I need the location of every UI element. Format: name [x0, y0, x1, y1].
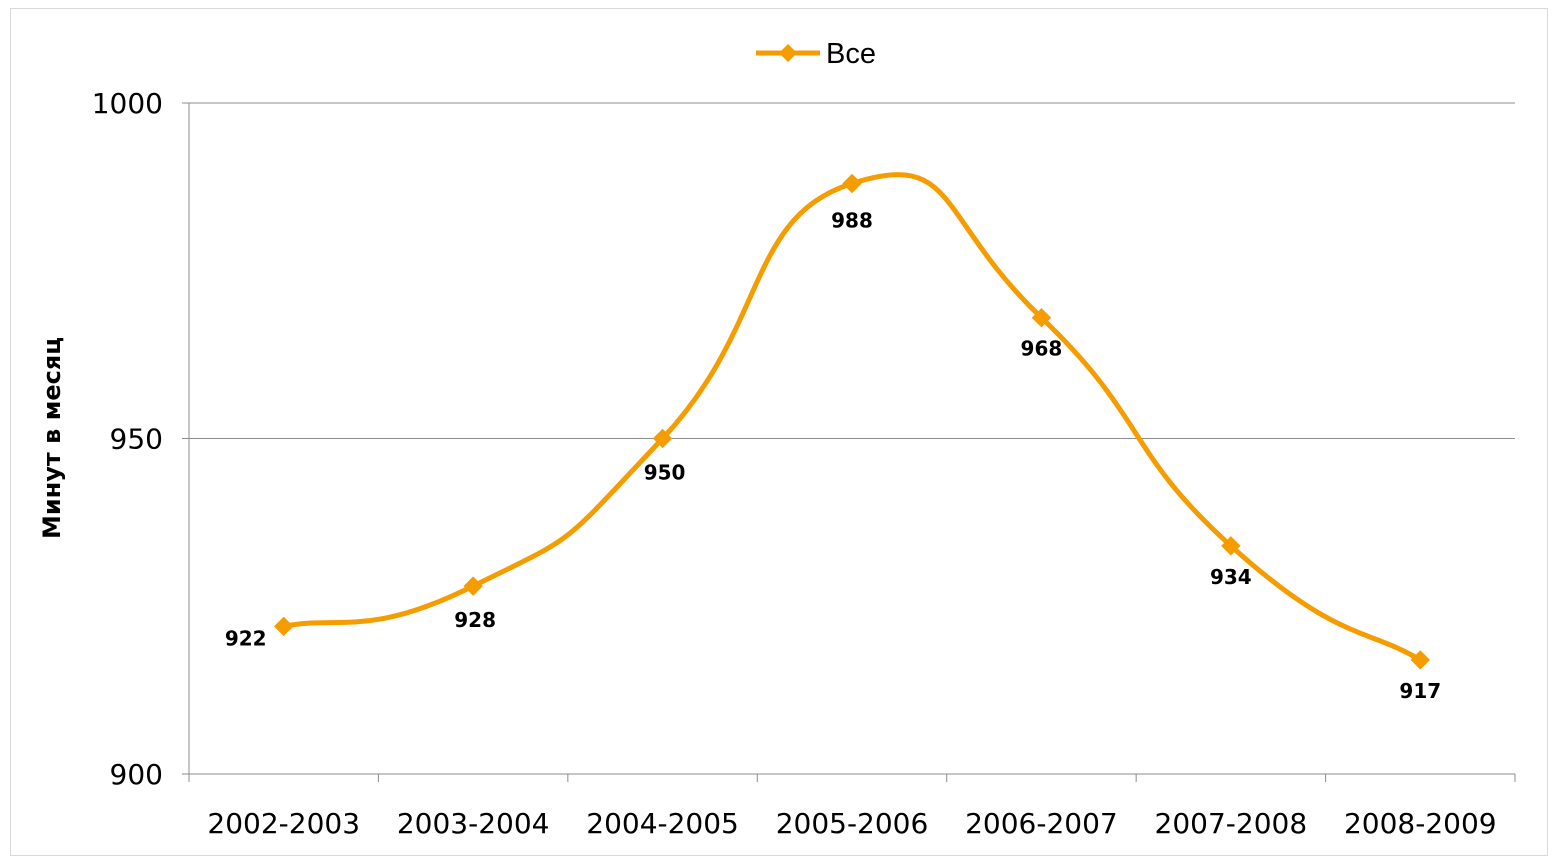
data-label: 934 [1210, 565, 1252, 589]
x-tick-labels: 2002-2003 2003-2004 2004-2005 2005-2006 2006… [207, 807, 1496, 840]
legend: Все [756, 38, 876, 70]
y-tick-label: 1000 [92, 87, 163, 120]
y-tick-label: 950 [110, 423, 163, 456]
data-point-marker [463, 576, 483, 596]
x-tick-label: 2003-2004 [397, 807, 550, 840]
x-tick-label: 2008-2009 [1344, 807, 1497, 840]
data-label: 968 [1021, 337, 1063, 361]
x-tick-label: 2005-2006 [776, 807, 929, 840]
axes [182, 102, 1516, 782]
x-tick-label: 2002-2003 [207, 807, 360, 840]
data-point-marker [1221, 536, 1241, 556]
data-point-marker [274, 616, 294, 637]
x-tick-label: 2006-2007 [965, 807, 1118, 840]
data-point-marker [842, 173, 862, 194]
data-label: 917 [1399, 679, 1441, 703]
data-point-marker [652, 428, 673, 449]
legend-marker-diamond [779, 44, 797, 62]
data-label: 988 [831, 209, 873, 233]
data-labels: 922 928 950 988 968 934 917 [225, 209, 1441, 703]
chart-frame [10, 8, 1548, 856]
x-tick-label: 2004-2005 [586, 807, 739, 840]
data-label: 928 [454, 608, 496, 632]
data-point-marker [1031, 308, 1052, 328]
series-group [274, 172, 1430, 670]
y-tick-labels: 900 950 1000 [92, 87, 163, 791]
y-tick-label: 900 [110, 758, 163, 791]
gridlines [189, 102, 1515, 439]
y-axis-title: Минут в месяц [38, 337, 66, 539]
legend-label: Все [826, 38, 876, 70]
data-label: 922 [225, 626, 267, 650]
data-point-marker [1410, 650, 1430, 670]
data-label: 950 [644, 461, 686, 485]
x-tick-label: 2007-2008 [1155, 807, 1308, 840]
